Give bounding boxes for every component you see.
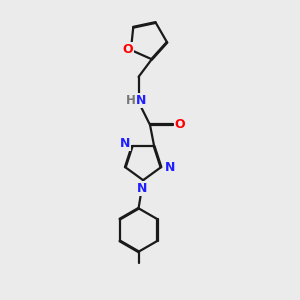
Text: N: N bbox=[137, 182, 147, 195]
Text: N: N bbox=[120, 137, 130, 151]
Text: N: N bbox=[164, 161, 175, 174]
Text: H: H bbox=[126, 94, 136, 107]
Text: O: O bbox=[123, 44, 134, 56]
Text: O: O bbox=[175, 118, 185, 131]
Text: N: N bbox=[136, 94, 146, 107]
